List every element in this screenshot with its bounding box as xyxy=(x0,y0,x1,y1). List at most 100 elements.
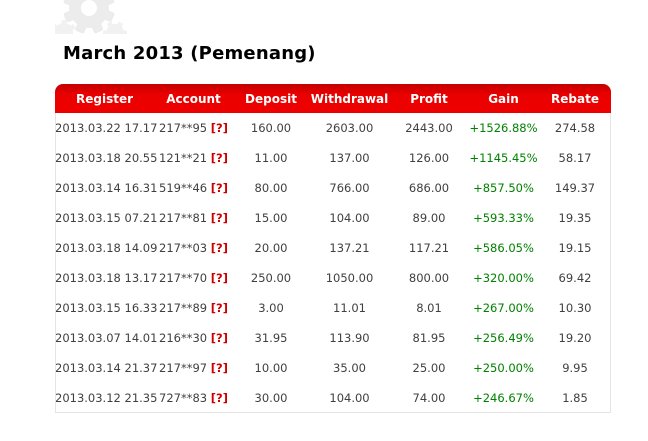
register-cell: 2013.03.12 21.35 xyxy=(55,391,158,405)
table-row: 2013.03.07 14.01 216**30 [?] 31.95 113.90 81… xyxy=(55,323,611,353)
column-header-withdrawal: Withdrawal xyxy=(309,84,390,113)
gain-cell: +586.05% xyxy=(473,241,534,255)
account-cell: 217**03 [?] xyxy=(154,233,233,263)
account-help-link[interactable]: [?] xyxy=(210,391,228,405)
table-row: 2013.03.22 17.17 217**95 [?] 160.00 2603.00… xyxy=(55,113,611,143)
withdrawal-cell: 104.00 xyxy=(329,391,370,405)
account-number: 217**95 xyxy=(159,121,208,135)
register-cell: 2013.03.14 21.37 xyxy=(55,361,158,375)
account-help-link[interactable]: [?] xyxy=(210,151,228,165)
account-help-link[interactable]: [?] xyxy=(210,331,228,345)
account-number: 217**70 xyxy=(159,271,208,285)
deposit-cell: 160.00 xyxy=(250,121,292,135)
profit-cell: 2443.00 xyxy=(405,121,453,135)
withdrawal-cell: 1050.00 xyxy=(325,271,374,285)
register-cell: 2013.03.14 16.31 xyxy=(55,181,158,195)
register-cell: 2013.03.15 07.21 xyxy=(55,211,158,225)
rebate-cell: 149.37 xyxy=(554,181,596,195)
deposit-cell: 20.00 xyxy=(254,241,288,255)
withdrawal-cell: 766.00 xyxy=(329,181,370,195)
profit-cell: 126.00 xyxy=(408,151,450,165)
register-cell: 2013.03.18 14.09 xyxy=(55,241,158,255)
withdrawal-cell: 11.01 xyxy=(333,301,366,315)
table-body: 2013.03.22 17.17 217**95 [?] 160.00 2603.00… xyxy=(55,113,611,413)
deposit-cell: 3.00 xyxy=(258,301,284,315)
deposit-cell: 15.00 xyxy=(254,211,288,225)
account-number: 121**21 xyxy=(159,151,208,165)
page-title: March 2013 (Pemenang) xyxy=(63,43,316,65)
account-cell: 217**97 [?] xyxy=(154,353,233,383)
register-cell: 2013.03.18 20.55 xyxy=(55,151,158,165)
register-cell: 2013.03.18 13.17 xyxy=(55,271,158,285)
withdrawal-cell: 35.00 xyxy=(333,361,366,375)
account-number: 217**81 xyxy=(159,211,208,225)
gear-icon xyxy=(55,0,127,34)
profit-cell: 800.00 xyxy=(408,271,450,285)
account-cell: 216**30 [?] xyxy=(154,323,233,353)
withdrawal-cell: 113.90 xyxy=(329,331,370,345)
column-header-gain: Gain xyxy=(468,84,539,113)
profit-cell: 686.00 xyxy=(408,181,450,195)
profit-cell: 81.95 xyxy=(412,331,446,345)
account-help-link[interactable]: [?] xyxy=(210,241,228,255)
profit-cell: 74.00 xyxy=(412,391,446,405)
profit-cell: 117.21 xyxy=(408,241,450,255)
table-row: 2013.03.18 20.55 121**21 [?] 11.00 137.00 12… xyxy=(55,143,611,173)
table-row: 2013.03.15 07.21 217**81 [?] 15.00 104.00 89… xyxy=(55,203,611,233)
table-row: 2013.03.18 13.17 217**70 [?] 250.00 1050.00… xyxy=(55,263,611,293)
rebate-cell: 19.35 xyxy=(558,211,592,225)
gain-cell: +246.67% xyxy=(473,391,534,405)
column-header-register: Register xyxy=(55,84,154,113)
account-number: 217**89 xyxy=(159,301,208,315)
account-help-link[interactable]: [?] xyxy=(210,121,228,135)
gain-cell: +1145.45% xyxy=(469,151,538,165)
account-cell: 217**89 [?] xyxy=(154,293,233,323)
account-help-link[interactable]: [?] xyxy=(210,301,228,315)
account-help-link[interactable]: [?] xyxy=(210,361,228,375)
profit-cell: 89.00 xyxy=(412,211,446,225)
withdrawal-cell: 137.21 xyxy=(329,241,370,255)
rebate-cell: 69.42 xyxy=(558,271,592,285)
rebate-cell: 1.85 xyxy=(562,391,588,405)
deposit-cell: 10.00 xyxy=(254,361,288,375)
gain-cell: +250.00% xyxy=(473,361,534,375)
gain-cell: +320.00% xyxy=(473,271,534,285)
table-header: Register Account Deposit Withdrawal Prof… xyxy=(55,84,611,113)
account-help-link[interactable]: [?] xyxy=(210,181,228,195)
withdrawal-cell: 2603.00 xyxy=(325,121,374,135)
account-number: 216**30 xyxy=(159,331,208,345)
profit-cell: 25.00 xyxy=(412,361,446,375)
rebate-cell: 9.95 xyxy=(562,361,588,375)
rebate-cell: 19.15 xyxy=(558,241,592,255)
rebate-cell: 19.20 xyxy=(558,331,592,345)
withdrawal-cell: 137.00 xyxy=(329,151,370,165)
account-cell: 519**46 [?] xyxy=(154,173,233,203)
table-row: 2013.03.15 16.33 217**89 [?] 3.00 11.01 8.01… xyxy=(55,293,611,323)
rebate-cell: 274.58 xyxy=(554,121,596,135)
account-number: 519**46 xyxy=(159,181,208,195)
account-cell: 217**70 [?] xyxy=(154,263,233,293)
column-header-profit: Profit xyxy=(390,84,468,113)
column-header-rebate: Rebate xyxy=(539,84,611,113)
column-header-deposit: Deposit xyxy=(233,84,309,113)
account-cell: 217**95 [?] xyxy=(154,113,233,143)
table-row: 2013.03.14 16.31 519**46 [?] 80.00 766.00 68… xyxy=(55,173,611,203)
deposit-cell: 31.95 xyxy=(254,331,288,345)
account-number: 727**83 xyxy=(159,391,208,405)
gain-cell: +857.50% xyxy=(473,181,534,195)
rebate-cell: 10.30 xyxy=(558,301,592,315)
gain-cell: +267.00% xyxy=(473,301,534,315)
table-row: 2013.03.18 14.09 217**03 [?] 20.00 137.21 11… xyxy=(55,233,611,263)
account-number: 217**03 xyxy=(159,241,208,255)
account-cell: 217**81 [?] xyxy=(154,203,233,233)
deposit-cell: 11.00 xyxy=(254,151,288,165)
account-help-link[interactable]: [?] xyxy=(210,271,228,285)
table-row: 2013.03.12 21.35 727**83 [?] 30.00 104.00 74… xyxy=(55,383,611,413)
account-cell: 121**21 [?] xyxy=(154,143,233,173)
profit-cell: 8.01 xyxy=(416,301,442,315)
deposit-cell: 30.00 xyxy=(254,391,288,405)
account-help-link[interactable]: [?] xyxy=(210,211,228,225)
deposit-cell: 80.00 xyxy=(254,181,288,195)
register-cell: 2013.03.15 16.33 xyxy=(55,301,158,315)
register-cell: 2013.03.22 17.17 xyxy=(55,121,158,135)
